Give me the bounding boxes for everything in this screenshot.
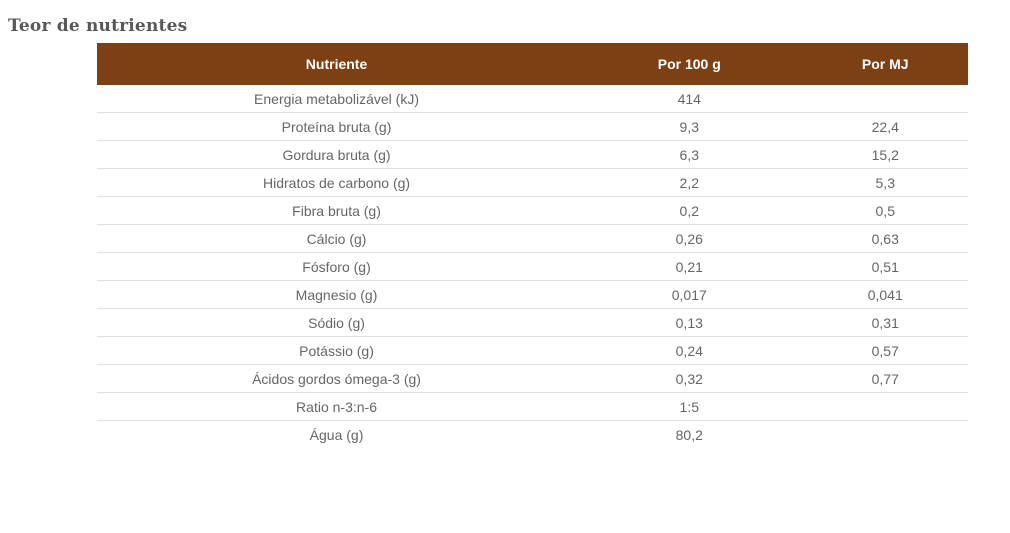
nutrient-cell: Proteína bruta (g) — [97, 112, 577, 141]
table-row: Água (g) 80,2 — [97, 421, 968, 449]
per-100g-cell: 0,017 — [576, 280, 803, 309]
nutrient-cell: Magnesio (g) — [97, 280, 577, 309]
table-row: Cálcio (g) 0,26 0,63 — [97, 224, 968, 253]
table-row: Hidratos de carbono (g) 2,2 5,3 — [97, 168, 968, 197]
page-title: Teor de nutrientes — [8, 16, 188, 37]
header-per-100g: Por 100 g — [576, 43, 803, 85]
nutrients-table: Nutriente Por 100 g Por MJ Energia metab… — [97, 43, 968, 448]
per-mj-cell: 0,31 — [802, 308, 968, 337]
per-mj-cell — [803, 421, 969, 449]
table-row: Proteína bruta (g) 9,3 22,4 — [97, 112, 968, 141]
nutrient-cell: Cálcio (g) — [97, 224, 577, 253]
nutrients-table-container: Nutriente Por 100 g Por MJ Energia metab… — [97, 43, 968, 448]
nutrient-cell: Energia metabolizável (kJ) — [97, 85, 577, 113]
per-100g-cell: 0,32 — [576, 364, 803, 393]
table-row: Sódio (g) 0,13 0,31 — [97, 308, 968, 337]
nutrient-cell: Ratio n-3:n-6 — [97, 392, 577, 421]
table-row: Ácidos gordos ómega-3 (g) 0,32 0,77 — [97, 364, 968, 393]
table-row: Magnesio (g) 0,017 0,041 — [97, 280, 968, 309]
per-100g-cell: 0,13 — [576, 308, 803, 337]
table-row: Energia metabolizável (kJ) 414 — [97, 85, 968, 113]
per-mj-cell — [802, 392, 968, 421]
per-mj-cell: 0,51 — [802, 252, 968, 281]
header-per-mj: Por MJ — [802, 43, 968, 85]
nutrient-cell: Fósforo (g) — [97, 252, 577, 281]
table-row: Ratio n-3:n-6 1:5 — [97, 392, 968, 421]
per-mj-cell: 0,041 — [802, 280, 968, 309]
nutrient-cell: Ácidos gordos ómega-3 (g) — [97, 364, 577, 393]
per-100g-cell: 1:5 — [576, 392, 803, 421]
table-row: Gordura bruta (g) 6,3 15,2 — [97, 140, 968, 169]
nutrient-cell: Fibra bruta (g) — [97, 196, 577, 225]
per-100g-cell: 0,2 — [576, 196, 803, 225]
per-100g-cell: 0,26 — [576, 224, 803, 253]
nutrient-cell: Hidratos de carbono (g) — [97, 168, 577, 197]
per-mj-cell: 22,4 — [802, 112, 968, 141]
nutrient-cell: Gordura bruta (g) — [97, 140, 577, 169]
nutrient-cell: Potássio (g) — [97, 336, 577, 365]
per-100g-cell: 0,21 — [576, 252, 803, 281]
per-100g-cell: 414 — [576, 85, 803, 113]
per-mj-cell: 0,63 — [802, 224, 968, 253]
per-mj-cell: 0,77 — [802, 364, 968, 393]
per-100g-cell: 80,2 — [675, 426, 703, 443]
per-100g-cell: 6,3 — [576, 140, 803, 169]
table-row: Fibra bruta (g) 0,2 0,5 — [97, 196, 968, 225]
per-mj-cell: 0,5 — [802, 196, 968, 225]
per-100g-cell: 9,3 — [576, 112, 803, 141]
nutrient-cell: Sódio (g) — [97, 308, 577, 337]
per-100g-cell: 0,24 — [576, 336, 803, 365]
per-mj-cell: 0,57 — [802, 336, 968, 365]
table-header-row: Nutriente Por 100 g Por MJ — [97, 43, 968, 85]
table-row: Fósforo (g) 0,21 0,51 — [97, 252, 968, 281]
header-nutrient: Nutriente — [97, 43, 577, 85]
table-row: Potássio (g) 0,24 0,57 — [97, 336, 968, 365]
per-mj-cell: 15,2 — [802, 140, 968, 169]
per-mj-cell: 5,3 — [802, 168, 968, 197]
table-body: Energia metabolizável (kJ) 414 Proteína br… — [97, 85, 968, 448]
nutrient-cell: Água (g) — [309, 426, 364, 443]
per-100g-cell: 2,2 — [576, 168, 803, 197]
per-mj-cell — [802, 85, 968, 113]
